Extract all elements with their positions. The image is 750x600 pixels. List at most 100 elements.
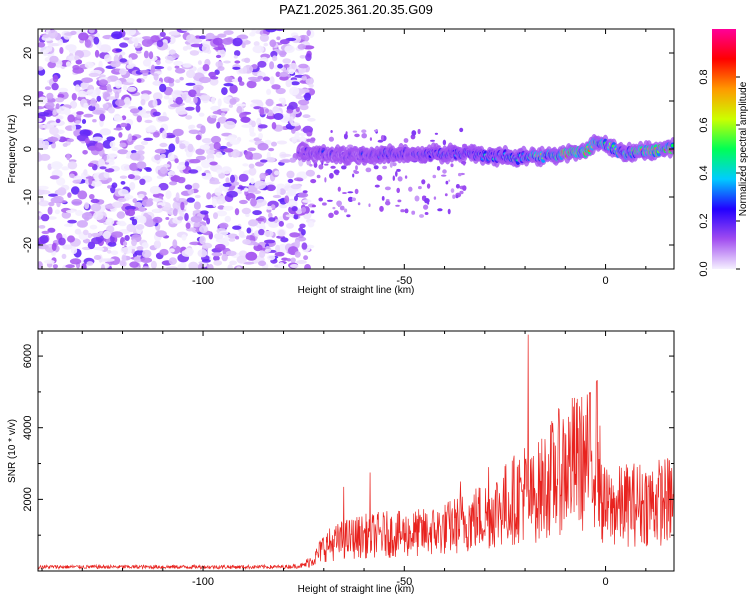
spectrogram-noise-cell	[154, 148, 167, 154]
spectrogram-noise-cell	[298, 227, 304, 232]
spectrogram-noise-cell	[38, 139, 46, 148]
spectrogram-noise-cell	[223, 205, 234, 211]
spectrogram-noise-cell	[159, 31, 166, 37]
spectrogram-noise-cell	[209, 161, 218, 166]
spectrogram-noise-cell	[228, 238, 236, 242]
spectrogram-scatter-cell	[442, 169, 447, 174]
spectrogram-scatter-cell	[436, 166, 441, 171]
spectrogram-noise-cell	[142, 59, 152, 67]
spectrogram-noise-cell	[71, 124, 77, 132]
spectrogram-noise-cell	[165, 217, 170, 220]
spectrogram-noise-cell	[153, 240, 161, 249]
spectrogram-noise-cell	[38, 96, 48, 105]
spectrogram-noise-cell	[266, 88, 272, 95]
spectrogram-noise-cell	[152, 208, 160, 213]
spectrogram-noise-cell	[181, 234, 187, 241]
spectrogram-noise-cell	[289, 116, 294, 125]
spectrogram-noise-cell	[113, 127, 123, 131]
spectrogram-noise-cell	[234, 60, 241, 64]
colorbar-tick-label: 0.0	[698, 261, 710, 276]
spectrogram-noise-cell	[221, 87, 228, 96]
spectrogram-noise-cell	[88, 29, 95, 34]
spectrogram-noise-cell	[76, 111, 84, 115]
spectrogram-noise-cell	[159, 83, 167, 93]
spectrogram-noise-cell	[184, 212, 189, 222]
spectrogram-noise-cell	[84, 39, 92, 48]
spectrogram-noise-cell	[166, 266, 178, 269]
spectrogram-noise-cell	[263, 230, 274, 237]
spectrogram-noise-cell	[74, 228, 82, 235]
spectrogram-noise-cell	[168, 257, 177, 265]
spectrogram-noise-cell	[290, 264, 299, 268]
figure-title: PAZ1.2025.361.20.35.G09	[279, 2, 433, 17]
spectrogram-noise-cell	[167, 66, 172, 71]
spectrogram-noise-cell	[294, 195, 298, 202]
spectrogram-scatter-cell	[382, 165, 388, 170]
spectrogram-noise-cell	[216, 169, 223, 174]
spectrogram-scatter-cell	[445, 180, 449, 185]
spectrogram-noise-cell	[168, 97, 174, 105]
spectrogram-noise-cell	[285, 79, 292, 88]
spectrogram-noise-cell	[94, 142, 104, 152]
spectrogram-noise-cell	[238, 250, 248, 257]
spectrogram-noise-cell	[167, 77, 175, 84]
spectrogram-scatter-cell	[434, 132, 438, 135]
spectrogram-x-ticks: -100 -50 0	[41, 29, 647, 287]
spectrogram-noise-cell	[211, 96, 216, 104]
spectrogram-noise-cell	[67, 114, 75, 123]
spectrogram-scatter-cell	[459, 127, 464, 133]
spectrogram-noise-cell	[187, 143, 194, 153]
spectrogram-noise-cell	[208, 71, 217, 78]
spectrogram-noise-cell	[274, 251, 285, 257]
spectrogram-noise-cell	[219, 222, 229, 229]
spectrogram-scatter-cell	[392, 175, 395, 181]
spectrogram-noise-cell	[252, 45, 265, 54]
spectrogram-noise-cell	[222, 37, 233, 45]
spectrogram-noise-cell	[38, 106, 45, 110]
spectrogram-scatter-cell	[452, 194, 456, 199]
spectrogram-noise-cell	[136, 115, 142, 123]
spectrogram-noise-cell	[286, 222, 294, 229]
spectrogram-noise-cell	[271, 84, 281, 90]
spectrogram-scatter-cell	[424, 212, 429, 215]
spectrogram-noise-cell	[249, 132, 256, 137]
spectrogram-noise-cell	[124, 235, 130, 241]
spectrogram-noise-cell	[71, 93, 77, 101]
spectrogram-noise-cell	[217, 33, 227, 38]
spectrogram-noise-cell	[271, 204, 276, 209]
spectrogram-noise-cell	[217, 43, 225, 50]
spectrogram-noise-cell	[126, 77, 135, 83]
spectrogram-noise-cell	[258, 228, 265, 236]
spectrogram-scatter-cell	[373, 165, 379, 170]
spectrogram-noise-cell	[173, 90, 183, 95]
spectrogram-noise-cell	[201, 242, 213, 249]
spectrogram-noise-cell	[217, 98, 222, 107]
spectrogram-noise-cell	[126, 223, 136, 233]
spectrogram-noise-cell	[80, 82, 88, 89]
spectrogram-noise-cell	[84, 137, 90, 144]
spectrogram-noise-cell	[280, 153, 292, 157]
spectrogram-noise-cell	[281, 257, 289, 261]
spectrogram-scatter-cell	[328, 136, 334, 142]
spectrogram-noise-cell	[238, 231, 245, 238]
spectrogram-noise-cell	[185, 115, 193, 120]
spectrogram-noise-cell	[206, 192, 212, 200]
spectrogram-noise-cell	[236, 105, 243, 114]
spectrogram-noise-cell	[217, 205, 225, 210]
spectrogram-noise-cell	[106, 249, 112, 254]
spectrogram-scatter-cell	[368, 203, 371, 207]
spectrogram-noise-cell	[290, 183, 301, 190]
spectrogram-noise-cell	[137, 106, 143, 111]
spectrogram-noise-cell	[151, 198, 162, 202]
spectrogram-noise-cell	[88, 175, 93, 185]
spectrogram-noise-cell	[121, 254, 127, 262]
spectrogram-noise-cell	[52, 195, 64, 203]
spectrogram-noise-cell	[286, 258, 291, 262]
spectrogram-x-tick-label: 0	[603, 275, 609, 287]
spectrogram-noise-cell	[57, 187, 67, 196]
spectrogram-noise-cell	[242, 163, 249, 167]
spectrogram-noise-cell	[304, 92, 311, 101]
snr-y-tick-label: 6000	[22, 344, 34, 368]
spectrogram-scatter-cell	[335, 173, 339, 176]
